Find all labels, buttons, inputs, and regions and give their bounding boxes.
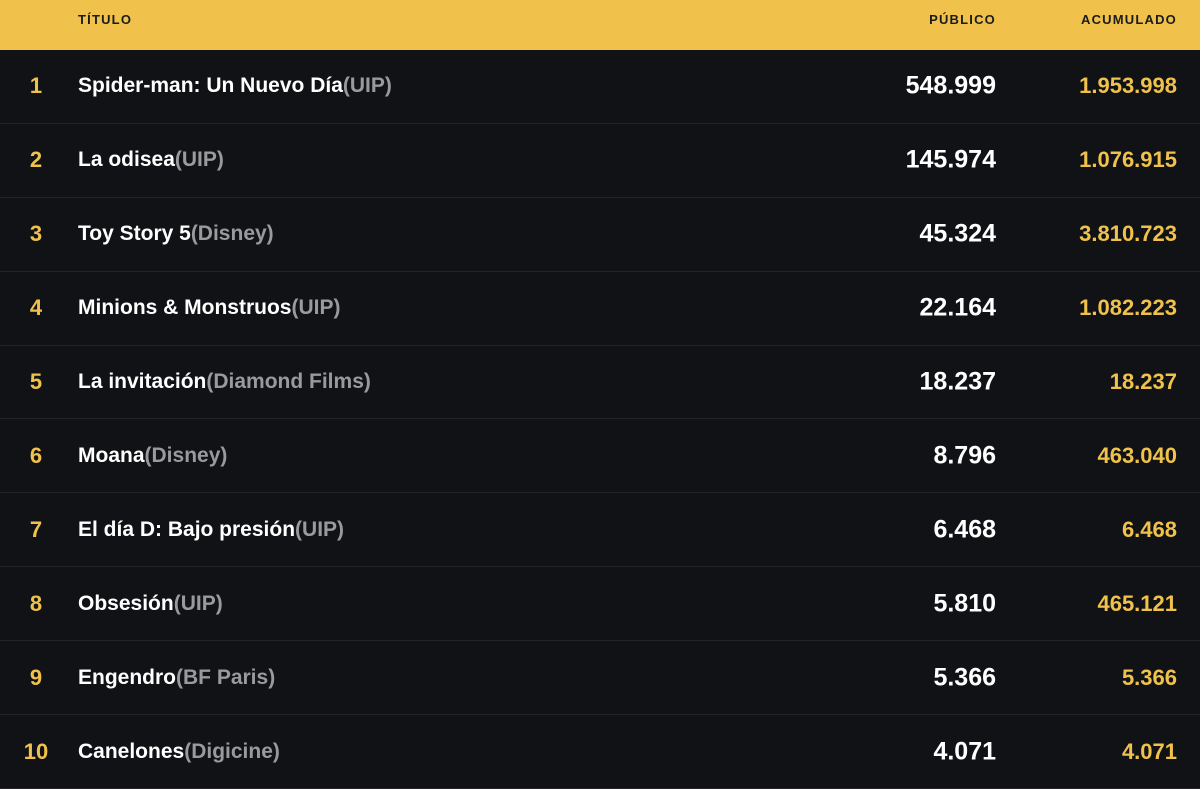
rank: 10 (23, 738, 49, 764)
rank: 6 (29, 442, 43, 468)
rank: 1 (29, 73, 43, 99)
movie-title: Engendro (BF Paris) (78, 665, 276, 689)
rank: 3 (29, 221, 43, 247)
cumulative: 18.237 (1109, 369, 1177, 395)
table-row: 9 Engendro (BF Paris) 5.366 5.366 (0, 641, 1200, 716)
audience: 5.366 (933, 663, 996, 692)
rank: 2 (29, 147, 43, 173)
cumulative: 465.121 (1097, 590, 1177, 616)
distributor: (UIP) (295, 517, 345, 541)
distributor: (UIP) (174, 148, 224, 172)
table-row: 7 El día D: Bajo presión (UIP) 6.468 6.468 (0, 493, 1200, 568)
table-row: 10 Canelones (Digicine) 4.071 4.071 (0, 715, 1200, 789)
audience: 18.237 (919, 367, 996, 396)
audience: 145.974 (905, 145, 996, 174)
cumulative: 5.366 (1121, 664, 1177, 690)
audience: 45.324 (919, 219, 996, 248)
header-cumulative: ACUMULADO (1080, 12, 1177, 27)
movie-title: La odisea (UIP) (78, 148, 224, 172)
movie-title: Minions & Monstruos (UIP) (78, 296, 341, 320)
audience: 22.164 (919, 293, 996, 322)
audience: 4.071 (933, 737, 996, 766)
movie-title: Obsesión (UIP) (78, 591, 223, 615)
table-row: 4 Minions & Monstruos (UIP) 22.164 1.082.22… (0, 272, 1200, 346)
table-header: TÍTULO PÚBLICO ACUMULADO (0, 0, 1200, 50)
table-row: 6 Moana (Disney) 8.796 463.040 (0, 420, 1200, 494)
cumulative: 4.071 (1121, 738, 1177, 764)
cumulative: 463.040 (1097, 442, 1177, 468)
cumulative: 3.810.723 (1079, 221, 1177, 247)
table-row: 2 La odisea (UIP) 145.974 1.076.915 (0, 124, 1200, 198)
distributor: (Disney) (144, 443, 228, 467)
table-row: 1 Spider-man: Un Nuevo Día (UIP) 548.999 1.… (0, 50, 1200, 124)
rank: 5 (29, 369, 43, 395)
audience: 5.810 (933, 589, 996, 618)
cumulative: 1.076.915 (1079, 147, 1177, 173)
movie-title: Toy Story 5 (Disney) (78, 222, 274, 246)
rank: 7 (29, 516, 43, 542)
distributor: (UIP) (291, 296, 341, 320)
rank: 8 (29, 590, 43, 616)
rank: 4 (29, 295, 43, 321)
movie-title: Canelones (Digicine) (78, 739, 280, 763)
rank: 9 (29, 664, 43, 690)
distributor: (Digicine) (184, 739, 280, 763)
movie-title: La invitación (Diamond Films) (78, 370, 371, 394)
movie-title: El día D: Bajo presión (UIP) (78, 517, 345, 541)
distributor: (BF Paris) (176, 665, 276, 689)
distributor: (Diamond Films) (206, 370, 371, 394)
cumulative: 6.468 (1121, 516, 1177, 542)
distributor: (Disney) (190, 222, 274, 246)
movie-title: Spider-man: Un Nuevo Día (UIP) (78, 74, 392, 98)
table-row: 8 Obsesión (UIP) 5.810 465.121 (0, 567, 1200, 642)
table-row: 3 Toy Story 5 (Disney) 45.324 3.810.723 (0, 198, 1200, 272)
audience: 6.468 (933, 515, 996, 544)
audience: 548.999 (905, 71, 996, 100)
movie-title: Moana (Disney) (78, 443, 228, 467)
header-audience: PÚBLICO (929, 12, 996, 27)
header-title: TÍTULO (78, 12, 133, 27)
audience: 8.796 (933, 441, 996, 470)
distributor: (UIP) (342, 74, 392, 98)
distributor: (UIP) (173, 591, 223, 615)
table-row: 5 La invitación (Diamond Films) 18.237 18.2… (0, 346, 1200, 420)
cumulative: 1.953.998 (1079, 73, 1177, 99)
cumulative: 1.082.223 (1079, 295, 1177, 321)
